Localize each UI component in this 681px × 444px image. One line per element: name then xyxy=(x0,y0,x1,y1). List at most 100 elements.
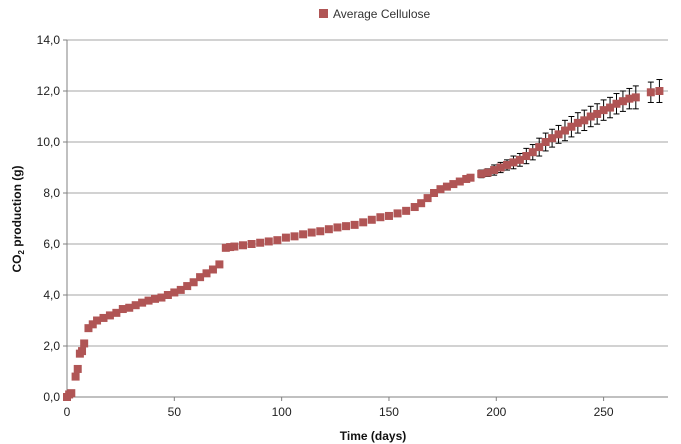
data-point-66 xyxy=(496,163,505,172)
data-point-29 xyxy=(215,260,224,269)
data-point-18 xyxy=(144,296,153,305)
data-point-50 xyxy=(384,211,393,220)
data-point-4 xyxy=(73,364,82,373)
data-point-85 xyxy=(618,97,627,106)
data-point-81 xyxy=(593,109,602,118)
data-point-46 xyxy=(350,220,359,229)
data-point-31 xyxy=(226,243,235,252)
y-axis-title-main: CO xyxy=(10,255,24,273)
data-point-15 xyxy=(125,303,134,312)
x-tick-label-4: 200 xyxy=(486,405,506,419)
data-point-20 xyxy=(157,293,166,302)
legend-swatch xyxy=(319,9,328,18)
data-point-7 xyxy=(80,339,89,348)
data-point-36 xyxy=(264,237,273,246)
x-tick-label-3: 150 xyxy=(379,405,399,419)
data-point-45 xyxy=(342,222,351,231)
data-point-19 xyxy=(151,294,160,303)
data-point-48 xyxy=(367,215,376,224)
y-tick-label-6: 12,0 xyxy=(37,84,61,98)
y-tick-label-7: 14,0 xyxy=(37,33,61,47)
data-point-44 xyxy=(333,223,342,232)
data-point-11 xyxy=(99,313,108,322)
y-tick-label-1: 2,0 xyxy=(43,339,60,353)
tick-labels: 0,0 2,0 4,0 6,0 8,0 10,0 12,0 14,0 0 50 100 150 200 2… xyxy=(37,33,614,419)
legend: Average Cellulose xyxy=(319,7,430,21)
x-tick-label-5: 250 xyxy=(594,405,614,419)
data-point-17 xyxy=(138,298,147,307)
data-point-13 xyxy=(112,308,121,317)
data-point-86 xyxy=(625,94,634,103)
y-tick-label-4: 8,0 xyxy=(43,186,60,200)
data-point-82 xyxy=(599,106,608,115)
data-point-51 xyxy=(393,209,402,218)
y-axis-title-rest: production (g) xyxy=(10,165,24,250)
data-point-72 xyxy=(535,143,544,152)
data-point-62 xyxy=(466,173,475,182)
data-point-79 xyxy=(580,116,589,125)
axes xyxy=(63,39,668,401)
x-tick-label-0: 0 xyxy=(64,405,71,419)
data-point-9 xyxy=(88,320,97,329)
y-axis-title: CO2 production (g) xyxy=(10,165,26,272)
data-point-68 xyxy=(509,158,518,167)
data-point-41 xyxy=(307,228,316,237)
data-point-35 xyxy=(256,238,265,247)
data-point-71 xyxy=(528,148,537,157)
data-point-69 xyxy=(515,155,524,164)
data-point-25 xyxy=(189,278,198,287)
data-point-58 xyxy=(442,182,451,191)
data-point-26 xyxy=(196,273,205,282)
legend-label-average-cellulose: Average Cellulose xyxy=(333,7,430,21)
data-point-37 xyxy=(273,236,282,245)
data-point-14 xyxy=(118,305,127,314)
data-point-38 xyxy=(281,233,290,242)
data-point-12 xyxy=(105,311,114,320)
y-tick-label-5: 10,0 xyxy=(37,135,61,149)
data-point-30 xyxy=(221,243,230,252)
data-point-53 xyxy=(410,203,419,212)
data-point-24 xyxy=(183,282,192,291)
data-point-23 xyxy=(176,285,185,294)
y-tick-label-2: 4,0 xyxy=(43,288,60,302)
data-point-47 xyxy=(359,218,368,227)
y-axis-title-subscript: 2 xyxy=(17,250,26,255)
data-point-76 xyxy=(560,126,569,135)
data-point-40 xyxy=(299,230,308,239)
data-markers xyxy=(63,87,664,401)
data-point-33 xyxy=(239,241,248,250)
data-point-6 xyxy=(78,347,87,356)
data-point-70 xyxy=(522,152,531,161)
data-point-74 xyxy=(548,134,557,143)
data-point-55 xyxy=(423,194,432,203)
data-point-89 xyxy=(655,87,664,95)
data-point-16 xyxy=(131,301,140,310)
data-point-27 xyxy=(202,269,211,278)
data-point-34 xyxy=(247,240,256,248)
data-point-59 xyxy=(449,180,458,189)
data-point-60 xyxy=(455,177,464,186)
y-tick-label-3: 6,0 xyxy=(43,237,60,251)
data-point-21 xyxy=(163,291,172,299)
data-point-75 xyxy=(554,130,563,139)
data-point-3 xyxy=(71,372,80,381)
data-point-61 xyxy=(462,174,471,183)
x-axis-title: Time (days) xyxy=(340,429,406,443)
data-point-78 xyxy=(573,118,582,127)
data-point-77 xyxy=(567,122,576,131)
data-point-65 xyxy=(490,166,499,175)
data-point-54 xyxy=(417,199,426,208)
x-tick-label-2: 100 xyxy=(272,405,292,419)
data-point-52 xyxy=(402,206,411,215)
data-point-8 xyxy=(84,324,93,333)
data-point-83 xyxy=(606,103,615,112)
data-point-10 xyxy=(93,316,102,325)
data-point-43 xyxy=(324,225,333,234)
data-point-88 xyxy=(646,88,655,97)
data-point-63 xyxy=(477,169,486,178)
data-point-39 xyxy=(290,232,299,241)
data-point-56 xyxy=(430,189,439,197)
x-tick-label-1: 50 xyxy=(168,405,182,419)
